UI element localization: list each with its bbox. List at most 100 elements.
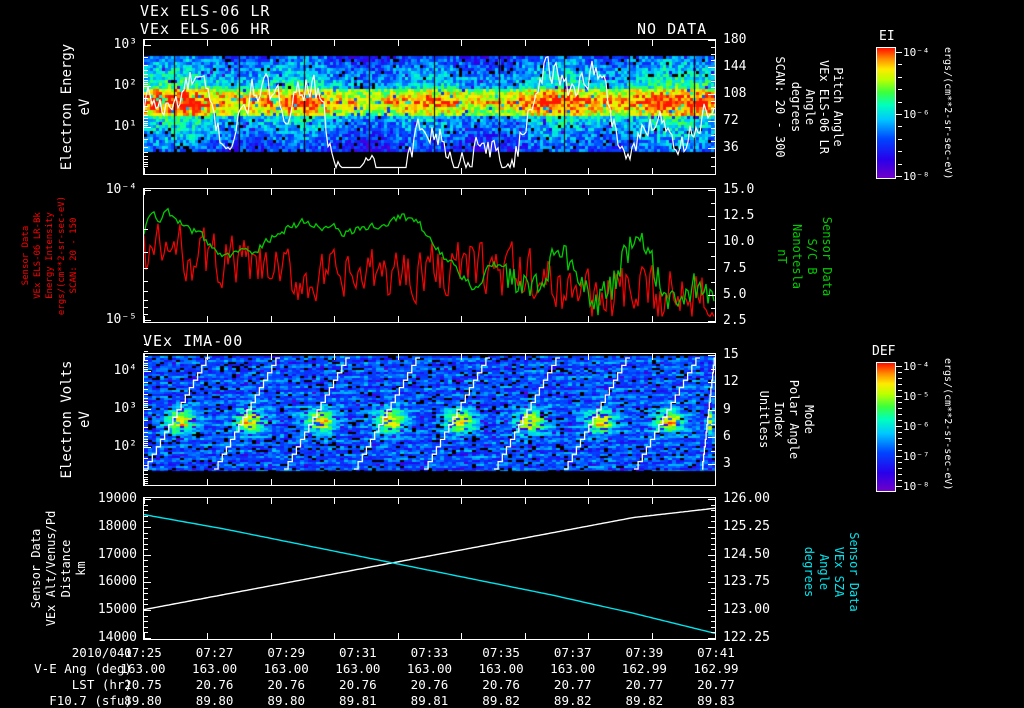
panel-time-tick <box>461 316 462 322</box>
panel-time-tick <box>461 479 462 485</box>
panel-time-tick <box>461 354 462 360</box>
bottom-table-row-label: F10.7 (sfu) <box>49 693 132 708</box>
colorbar-tick-mark <box>895 456 902 457</box>
bottom-table-cell: 07:33 <box>410 645 449 660</box>
colorbar-tick-mark <box>895 176 902 177</box>
panel-time-tick <box>525 189 526 195</box>
colorbar-minor-tick <box>898 372 902 373</box>
panel3-title: VEx IMA-00 <box>143 332 244 350</box>
colorbar-tick-mark <box>895 486 902 487</box>
panel-time-tick <box>271 316 272 322</box>
panel-time-tick <box>207 316 208 322</box>
panel-time-tick <box>271 40 272 46</box>
colorbar-minor-tick <box>898 64 902 66</box>
panel-time-tick <box>144 316 145 322</box>
colorbar-minor-tick <box>898 474 902 475</box>
bottom-table-cell: 163.00 <box>335 661 381 676</box>
bottom-table-cell: 89.80 <box>124 693 162 708</box>
panel-time-tick <box>525 498 526 504</box>
bottom-table-cell: 89.80 <box>267 693 306 708</box>
colorbar-tick-label: 10⁻⁶ <box>903 108 930 121</box>
colorbar-minor-tick <box>898 138 902 140</box>
panel-time-tick <box>334 40 335 46</box>
panel-time-tick <box>652 354 653 360</box>
panel-time-tick <box>334 168 335 174</box>
bottom-table-cell: 89.81 <box>339 693 377 708</box>
panel-time-tick <box>334 498 335 504</box>
panel-time-tick <box>144 40 145 46</box>
bottom-table-cell: 89.83 <box>697 693 735 708</box>
panel-time-tick <box>271 479 272 485</box>
panel-time-tick <box>588 479 589 485</box>
colorbar-tick-label: 10⁻⁶ <box>903 420 930 433</box>
bottom-table-cell: 89.82 <box>553 693 592 708</box>
colorbar-minor-tick <box>898 163 902 165</box>
colorbar-tick-label: 10⁻⁸ <box>903 480 930 493</box>
colorbar-minor-tick <box>898 450 902 451</box>
panel-time-tick <box>271 354 272 360</box>
bottom-table-cell: 89.82 <box>625 693 664 708</box>
colorbar-minor-tick <box>898 390 902 391</box>
panel-time-tick <box>525 316 526 322</box>
bottom-table-cell: 20.77 <box>553 677 592 692</box>
panel4-left-line2: VEx Alt/Venus/Pd <box>44 510 58 627</box>
no-data-note: NO DATA <box>637 20 708 38</box>
bottom-table-cell: 89.80 <box>195 693 234 708</box>
colorbar2-label: DEF <box>872 344 896 359</box>
panel4-left-line1: Sensor Data <box>29 528 43 609</box>
colorbar-minor-tick <box>898 468 902 469</box>
panel-time-tick <box>715 498 716 504</box>
panel-time-tick <box>207 168 208 174</box>
bottom-table-cell: 07:39 <box>625 645 664 660</box>
panel-time-tick <box>588 316 589 322</box>
bottom-table-cell: 07:37 <box>553 645 592 660</box>
colorbar-minor-tick <box>898 101 902 103</box>
bottom-table-cell: 163.00 <box>550 661 596 676</box>
panel-time-tick <box>271 189 272 195</box>
panel-time-tick <box>398 316 399 322</box>
colorbar-tick-label: 10⁻⁷ <box>903 450 930 463</box>
panel-time-tick <box>588 633 589 639</box>
panel-time-tick <box>588 168 589 174</box>
panel-time-tick <box>525 633 526 639</box>
panel-time-tick <box>144 633 145 639</box>
panel-altitude-sza <box>143 497 716 640</box>
panel-time-tick <box>144 498 145 504</box>
bottom-table-cell: 07:35 <box>482 645 520 660</box>
colorbar-minor-tick <box>898 462 902 463</box>
panel-time-tick <box>334 633 335 639</box>
panel-time-tick <box>588 354 589 360</box>
bottom-table-cell: 162.99 <box>621 661 667 676</box>
panel-time-tick <box>144 479 145 485</box>
bottom-table-cell: 163.00 <box>263 661 309 676</box>
panel-time-tick <box>398 633 399 639</box>
panel-time-tick <box>715 479 716 485</box>
panel-electron-energy-spectrogram <box>143 39 716 175</box>
panel4-left-line4: km <box>74 561 88 576</box>
bottom-table-cell: 162.99 <box>693 661 739 676</box>
panel-time-tick <box>525 354 526 360</box>
bottom-table-row-label: V-E Ang (deg) <box>34 661 132 676</box>
panel-time-tick <box>715 316 716 322</box>
panel-time-tick <box>715 40 716 46</box>
panel1-title-lr: VEx ELS-06 LR <box>140 2 271 20</box>
panel-time-tick <box>398 479 399 485</box>
bottom-table-row-label: 2010/041 <box>71 645 132 660</box>
bottom-table-cell: 89.81 <box>410 693 449 708</box>
panel-time-tick <box>461 633 462 639</box>
panel-time-tick <box>652 168 653 174</box>
bottom-table-cell: 20.77 <box>625 677 664 692</box>
panel-time-tick <box>715 189 716 195</box>
panel-time-tick <box>271 633 272 639</box>
panel-time-tick <box>207 633 208 639</box>
spectrogram-canvas-panel1 <box>144 40 715 174</box>
colorbar-minor-tick <box>898 89 902 91</box>
polar-angle-overlay-panel3 <box>144 357 715 470</box>
panel-time-tick <box>652 498 653 504</box>
panel-time-tick <box>207 498 208 504</box>
panel-time-tick <box>461 189 462 195</box>
colorbar-minor-tick <box>898 126 902 128</box>
panel-time-tick <box>652 316 653 322</box>
panel-energy-intensity-bfield <box>143 188 716 323</box>
